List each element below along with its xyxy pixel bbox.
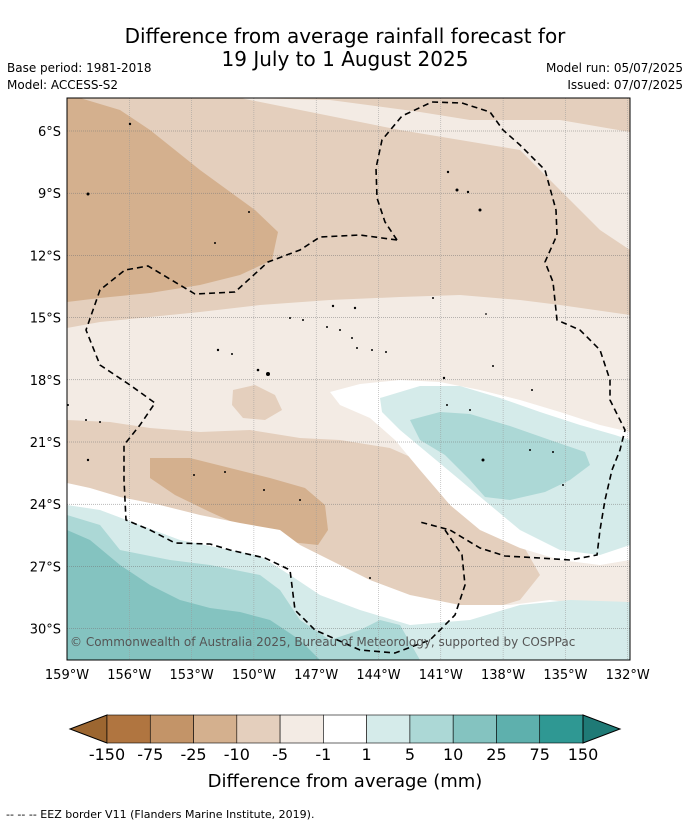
colorbar-title: Difference from average (mm): [207, 771, 483, 792]
colorbar-cell: [236, 714, 281, 744]
colorbar-tick-label: 5: [404, 745, 415, 764]
colorbar-cell: [149, 714, 194, 744]
colorbar-tick-label: -10: [223, 745, 250, 764]
lat-label: 12°S: [30, 249, 61, 264]
colorbar-cell: [193, 714, 238, 744]
gridlines: [67, 98, 630, 660]
lon-label: 138°W: [481, 668, 525, 683]
lat-label: 30°S: [30, 623, 61, 638]
map-title-line-1: Difference from average rainfall forecas…: [124, 24, 566, 48]
eez-legend-text: -- -- -- EEZ border V11 (Flanders Marine…: [6, 808, 315, 821]
contour-minus10-south: [150, 458, 328, 545]
map-title-line-2: 19 July to 1 August 2025: [221, 47, 469, 71]
rainfall-anomaly-field: [67, 98, 630, 660]
colorbar-tick-label: 1: [361, 745, 372, 764]
lon-label: 153°W: [170, 668, 214, 683]
colorbar-cell: [279, 714, 324, 744]
colorbar-extend-low: [68, 714, 108, 744]
lat-label: 9°S: [38, 187, 61, 202]
colorbar-cell: [539, 714, 584, 744]
lon-label: 156°W: [107, 668, 151, 683]
rainfall-map: 6°S 9°S 12°S 15°S 18°S 21°S 24°S 27°S 30°S 159°W…: [30, 97, 650, 683]
colorbar-tick-label: -75: [137, 745, 164, 764]
contour-plus10-east: [410, 412, 590, 500]
colorbar-tick-label: 10: [442, 745, 464, 764]
colorbar-tick-label: -5: [272, 745, 289, 764]
contour-plus25-south: [67, 530, 320, 660]
lon-label: 132°W: [606, 668, 650, 683]
longitude-labels: 159°W 156°W 153°W 150°W 147°W 144°W 141°W 138°W…: [45, 668, 650, 683]
issued-text: Issued: 07/07/2025: [567, 78, 683, 92]
lat-label: 6°S: [38, 125, 61, 140]
copyright-text: © Commonwealth of Australia 2025, Bureau…: [70, 635, 575, 649]
colorbar-extend-high: [582, 714, 622, 744]
colorbar-tick-label: 150: [567, 745, 599, 764]
colorbar-tick-label: -1: [315, 745, 332, 764]
lat-label: 21°S: [30, 436, 61, 451]
lon-label: 150°W: [232, 668, 276, 683]
lat-label: 27°S: [30, 560, 61, 575]
lat-label: 15°S: [30, 312, 61, 327]
model-run-text: Model run: 05/07/2025: [545, 61, 683, 75]
lon-label: 135°W: [543, 668, 587, 683]
eez-border-west: [85, 234, 466, 654]
colorbar-tick-label: 75: [529, 745, 550, 764]
lon-label: 144°W: [356, 668, 400, 683]
colorbar-cell: [496, 714, 541, 744]
lat-label: 24°S: [30, 498, 61, 513]
lon-label: 159°W: [45, 668, 89, 683]
colorbar-tick-label: 25: [486, 745, 507, 764]
lon-label: 147°W: [294, 668, 338, 683]
contour-minus10-north: [67, 98, 278, 302]
contour-minus10-blob: [232, 385, 282, 420]
colorbar-tick-label: -150: [88, 745, 126, 764]
colorbar-cell: [323, 714, 367, 744]
model-text: Model: ACCESS-S2: [7, 78, 119, 92]
lat-label: 18°S: [30, 374, 61, 389]
colorbar-cell: [366, 714, 411, 744]
lon-label: 141°W: [419, 668, 463, 683]
colorbar: [68, 714, 622, 744]
base-period-text: Base period: 1981-2018: [7, 61, 152, 75]
map-frame: [66, 97, 631, 661]
latitude-labels: 6°S 9°S 12°S 15°S 18°S 21°S 24°S 27°S 30°S: [30, 125, 61, 638]
colorbar-cell: [452, 714, 497, 744]
colorbar-tick-label: -25: [180, 745, 207, 764]
colorbar-cell: [106, 714, 151, 744]
eez-border-north: [375, 101, 626, 561]
colorbar-cell: [409, 714, 454, 744]
